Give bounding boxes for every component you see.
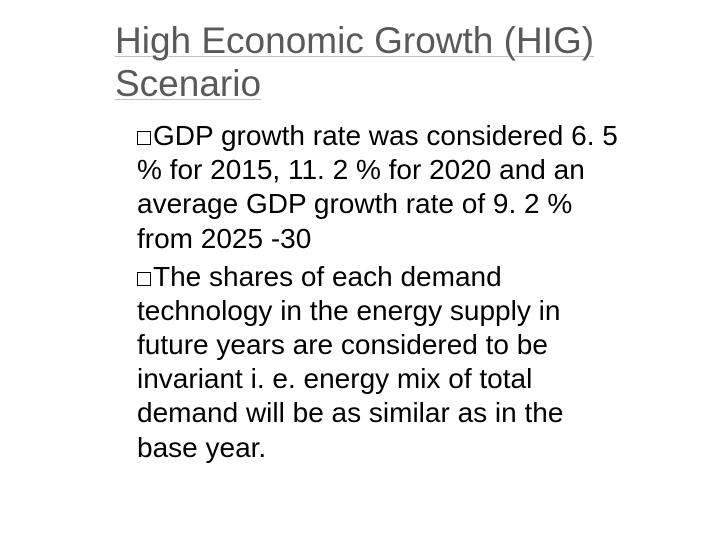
slide: High Economic Growth (HIG) Scenario GDP … (0, 0, 720, 540)
bullet-text: The shares of each demand technology in … (137, 261, 563, 463)
bullet-item: The shares of each demand technology in … (137, 260, 630, 465)
slide-title: High Economic Growth (HIG) Scenario (115, 20, 630, 105)
bullet-item: GDP growth rate was considered 6. 5 % fo… (137, 119, 630, 256)
square-bullet-icon (137, 131, 151, 145)
bullet-text: GDP growth rate was considered 6. 5 % fo… (137, 120, 618, 253)
square-bullet-icon (137, 272, 151, 286)
slide-body: GDP growth rate was considered 6. 5 % fo… (137, 119, 630, 465)
